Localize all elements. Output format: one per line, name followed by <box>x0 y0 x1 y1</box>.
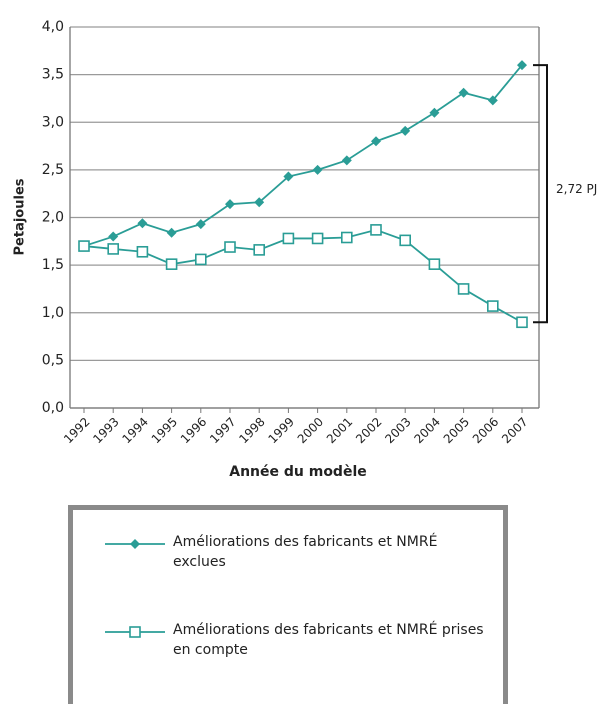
marker <box>370 224 382 236</box>
marker <box>130 539 140 549</box>
x-tick-label: 1994 <box>119 415 150 446</box>
marker <box>282 232 295 245</box>
y-tick-label: 1,0 <box>42 305 64 321</box>
y-tick-label: 3,0 <box>42 114 64 130</box>
marker <box>137 218 148 229</box>
marker <box>78 240 90 252</box>
marker <box>486 300 499 312</box>
marker <box>457 283 470 295</box>
marker <box>225 199 235 210</box>
marker <box>340 231 353 244</box>
legend-label: Améliorations des fabricants et NMRÉ exc… <box>173 534 438 570</box>
x-tick-label: 2003 <box>382 415 413 446</box>
y-tick-label: 3,5 <box>42 67 64 83</box>
marker <box>166 227 177 238</box>
marker <box>428 258 441 270</box>
marker <box>283 171 294 182</box>
marker <box>311 232 324 245</box>
annotation: 2,72 PJ <box>556 182 597 196</box>
legend-swatch <box>105 626 165 638</box>
x-tick-label: 1998 <box>236 415 267 446</box>
y-tick-label: 0,0 <box>42 400 64 416</box>
marker <box>516 316 528 329</box>
marker <box>400 125 411 136</box>
x-tick-label: 2005 <box>441 415 472 446</box>
marker <box>371 136 381 147</box>
y-tick-label: 2,5 <box>42 162 64 178</box>
marker <box>254 197 265 208</box>
marker <box>429 107 440 118</box>
x-tick-label: 2004 <box>411 415 442 446</box>
marker <box>108 231 119 242</box>
y-tick-label: 4,0 <box>42 19 64 35</box>
x-tick-label: 2007 <box>499 415 530 446</box>
x-tick-label: 1996 <box>178 415 209 446</box>
marker <box>312 164 323 175</box>
marker <box>458 87 469 98</box>
series-line <box>83 228 523 324</box>
marker <box>517 60 527 71</box>
legend: Améliorations des fabricants et NMRÉ exc… <box>68 505 508 704</box>
marker <box>136 245 149 258</box>
x-axis-label: Année du modèle <box>229 464 367 480</box>
marker <box>195 253 207 266</box>
marker <box>165 258 178 270</box>
x-tick-label: 1999 <box>265 415 296 446</box>
legend-label: Améliorations des fabricants et NMRÉ pri… <box>173 622 484 658</box>
x-tick-label: 2000 <box>295 415 326 446</box>
y-tick-label: 1,5 <box>42 257 64 273</box>
x-tick-label: 1992 <box>61 415 92 446</box>
x-tick-label: 2006 <box>470 415 501 446</box>
bracket <box>533 64 548 324</box>
chart: Petajoules Année du modèle 0,0 0,5 1,0 1,5 2… <box>13 19 598 480</box>
x-tick-label: 2002 <box>353 415 384 446</box>
x-tick-label: 1993 <box>90 415 121 446</box>
y-axis-label: Petajoules <box>13 178 28 255</box>
series-line <box>83 64 523 247</box>
marker <box>487 95 498 106</box>
marker <box>195 219 206 230</box>
x-tick-label: 1995 <box>149 415 180 446</box>
marker <box>399 234 412 247</box>
marker <box>253 244 265 256</box>
x-tick-label: 2001 <box>324 415 355 446</box>
x-tick-label: 1997 <box>207 415 238 446</box>
legend-swatch <box>105 539 165 549</box>
y-tick-label: 2,0 <box>42 210 64 226</box>
marker <box>224 241 236 253</box>
y-tick-label: 0,5 <box>42 352 64 368</box>
marker <box>107 243 119 255</box>
marker <box>129 626 141 638</box>
marker <box>341 155 352 166</box>
